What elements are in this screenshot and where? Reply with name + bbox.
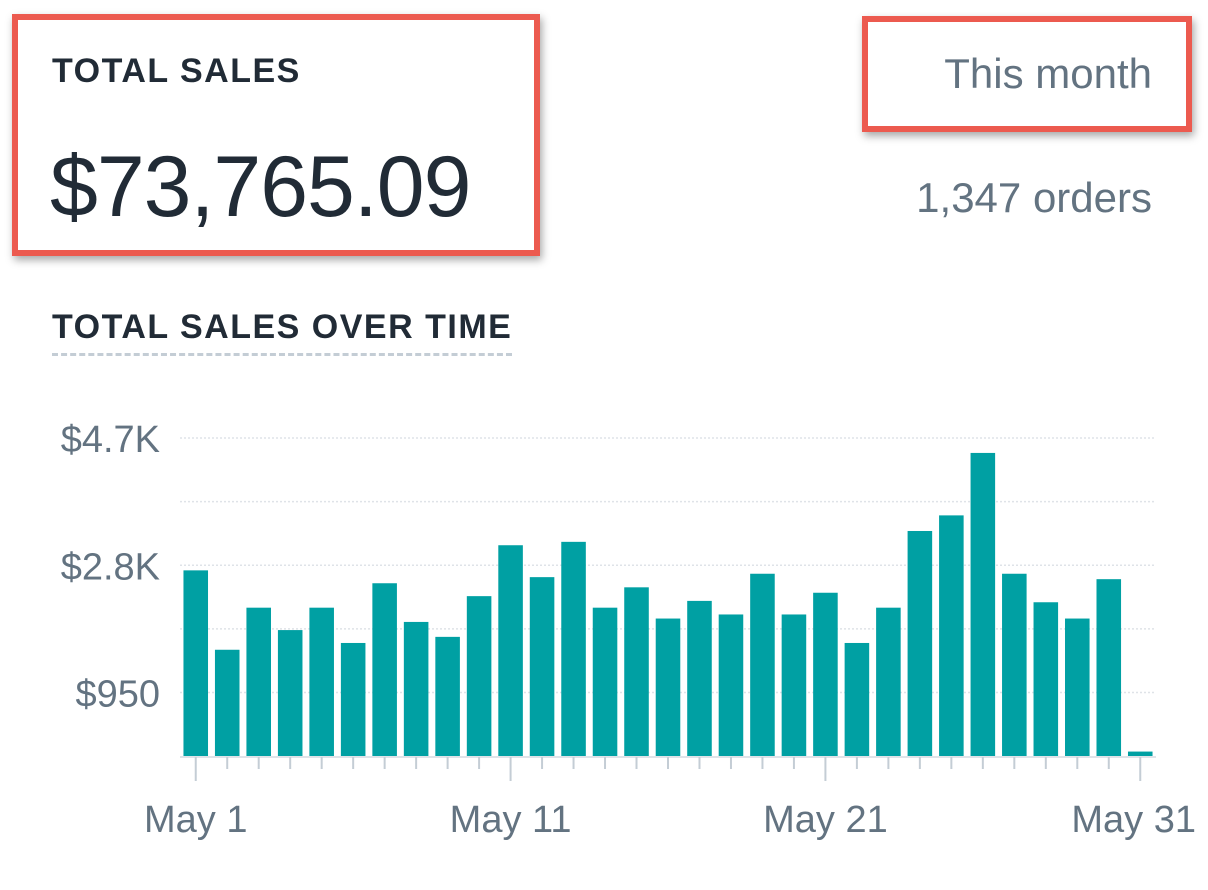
bar-may-8[interactable] [403, 621, 429, 757]
bar-may-27[interactable] [1002, 573, 1027, 757]
x-tick-label: May 31 [1071, 799, 1196, 841]
bar-may-2[interactable] [214, 649, 240, 757]
bar-may-25[interactable] [939, 515, 964, 757]
bar-may-28[interactable] [1033, 602, 1059, 757]
bar-may-21[interactable] [813, 592, 838, 757]
bar-may-23[interactable] [876, 607, 901, 757]
bar-may-4[interactable] [277, 630, 303, 757]
bar-may-15[interactable] [624, 587, 649, 757]
bar-may-7[interactable] [372, 583, 397, 757]
bar-may-5[interactable] [309, 607, 334, 757]
total-sales-callout [12, 14, 540, 256]
period-callout [862, 16, 1192, 132]
bar-may-26[interactable] [970, 452, 996, 757]
bar-may-13[interactable] [561, 541, 586, 757]
bar-may-9[interactable] [435, 636, 460, 757]
bar-may-1[interactable] [183, 570, 209, 757]
total-sales-value: $73,765.09 [50, 139, 471, 235]
bar-may-14[interactable] [592, 607, 618, 757]
bar-may-24[interactable] [907, 530, 933, 757]
bar-may-22[interactable] [844, 642, 870, 757]
period-selector[interactable]: This month [944, 50, 1152, 97]
bar-may-3[interactable] [246, 607, 271, 757]
bar-may-10[interactable] [466, 596, 492, 757]
total-sales-label: TOTAL SALES [52, 52, 301, 90]
bar-may-31[interactable] [1127, 751, 1153, 757]
bar-may-30[interactable] [1096, 579, 1122, 757]
orders-count: 1,347 orders [916, 174, 1152, 221]
bar-may-17[interactable] [687, 600, 712, 757]
bar-may-16[interactable] [655, 618, 681, 757]
y-tick-label: $2.8K [61, 546, 160, 588]
bar-may-6[interactable] [340, 642, 366, 757]
bar-may-18[interactable] [718, 614, 744, 757]
x-tick-label: May 1 [144, 799, 247, 841]
bar-may-19[interactable] [750, 573, 775, 757]
x-tick-label: May 11 [450, 799, 572, 841]
bar-may-20[interactable] [781, 614, 807, 757]
bar-may-29[interactable] [1065, 618, 1090, 757]
chart-title[interactable]: TOTAL SALES OVER TIME [52, 308, 513, 356]
y-tick-label: $4.7K [61, 419, 160, 461]
bar-may-12[interactable] [529, 577, 555, 757]
x-tick-label: May 21 [763, 799, 888, 841]
bar-may-11[interactable] [498, 545, 523, 757]
y-tick-label: $950 [75, 674, 160, 716]
